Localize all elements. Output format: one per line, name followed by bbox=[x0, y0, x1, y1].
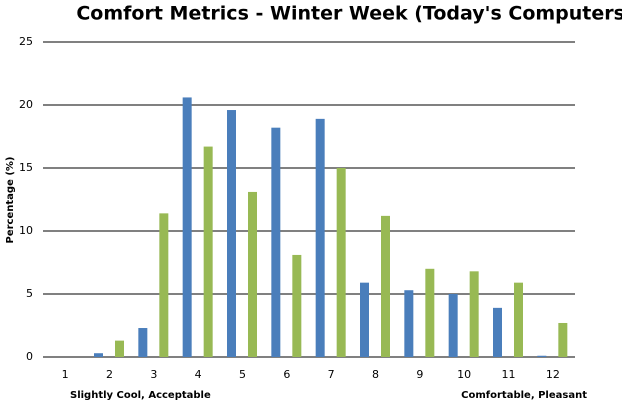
x-tick-label: 5 bbox=[239, 368, 246, 381]
bar bbox=[381, 215, 390, 357]
annotation: Slightly Cool, Acceptable bbox=[70, 390, 211, 401]
bar bbox=[404, 290, 414, 357]
x-tick-label: 11 bbox=[502, 368, 516, 381]
bar bbox=[115, 340, 124, 357]
chart-title: Comfort Metrics - Winter Week (Today's C… bbox=[76, 3, 622, 25]
bar bbox=[469, 271, 479, 357]
bar bbox=[248, 191, 257, 357]
x-tick-label: 9 bbox=[416, 368, 423, 381]
bar bbox=[336, 168, 346, 357]
y-axis-label: Percentage (%) bbox=[5, 157, 16, 244]
bar bbox=[182, 97, 192, 357]
x-tick-label: 6 bbox=[283, 368, 290, 381]
y-tick-label: 20 bbox=[19, 98, 33, 111]
bar bbox=[227, 110, 236, 357]
x-tick-label: 2 bbox=[106, 368, 113, 381]
x-tick-label: 12 bbox=[546, 368, 560, 381]
y-tick-label: 10 bbox=[19, 224, 33, 237]
bar bbox=[493, 307, 502, 357]
y-tick-label: 0 bbox=[26, 350, 33, 363]
x-tick-label: 8 bbox=[372, 368, 379, 381]
bar bbox=[292, 254, 302, 357]
bar bbox=[537, 355, 547, 357]
x-tick-label: 1 bbox=[62, 368, 69, 381]
bar bbox=[514, 282, 523, 357]
bar bbox=[558, 322, 568, 357]
bar bbox=[315, 118, 325, 357]
x-tick-label: 7 bbox=[328, 368, 335, 381]
bar bbox=[138, 328, 148, 357]
y-tick-label: 5 bbox=[26, 287, 33, 300]
x-tick-label: 10 bbox=[457, 368, 471, 381]
bar bbox=[159, 213, 169, 357]
annotation: Comfortable, Pleasant bbox=[461, 390, 587, 401]
x-tick-label: 3 bbox=[150, 368, 157, 381]
y-tick-label: 25 bbox=[19, 35, 33, 48]
x-tick-label: 4 bbox=[195, 368, 202, 381]
bar bbox=[203, 146, 213, 357]
bar bbox=[360, 282, 369, 357]
bar bbox=[94, 353, 103, 357]
bar bbox=[271, 127, 281, 358]
bar bbox=[425, 268, 435, 357]
y-tick-label: 15 bbox=[19, 161, 33, 174]
bar bbox=[448, 294, 458, 357]
